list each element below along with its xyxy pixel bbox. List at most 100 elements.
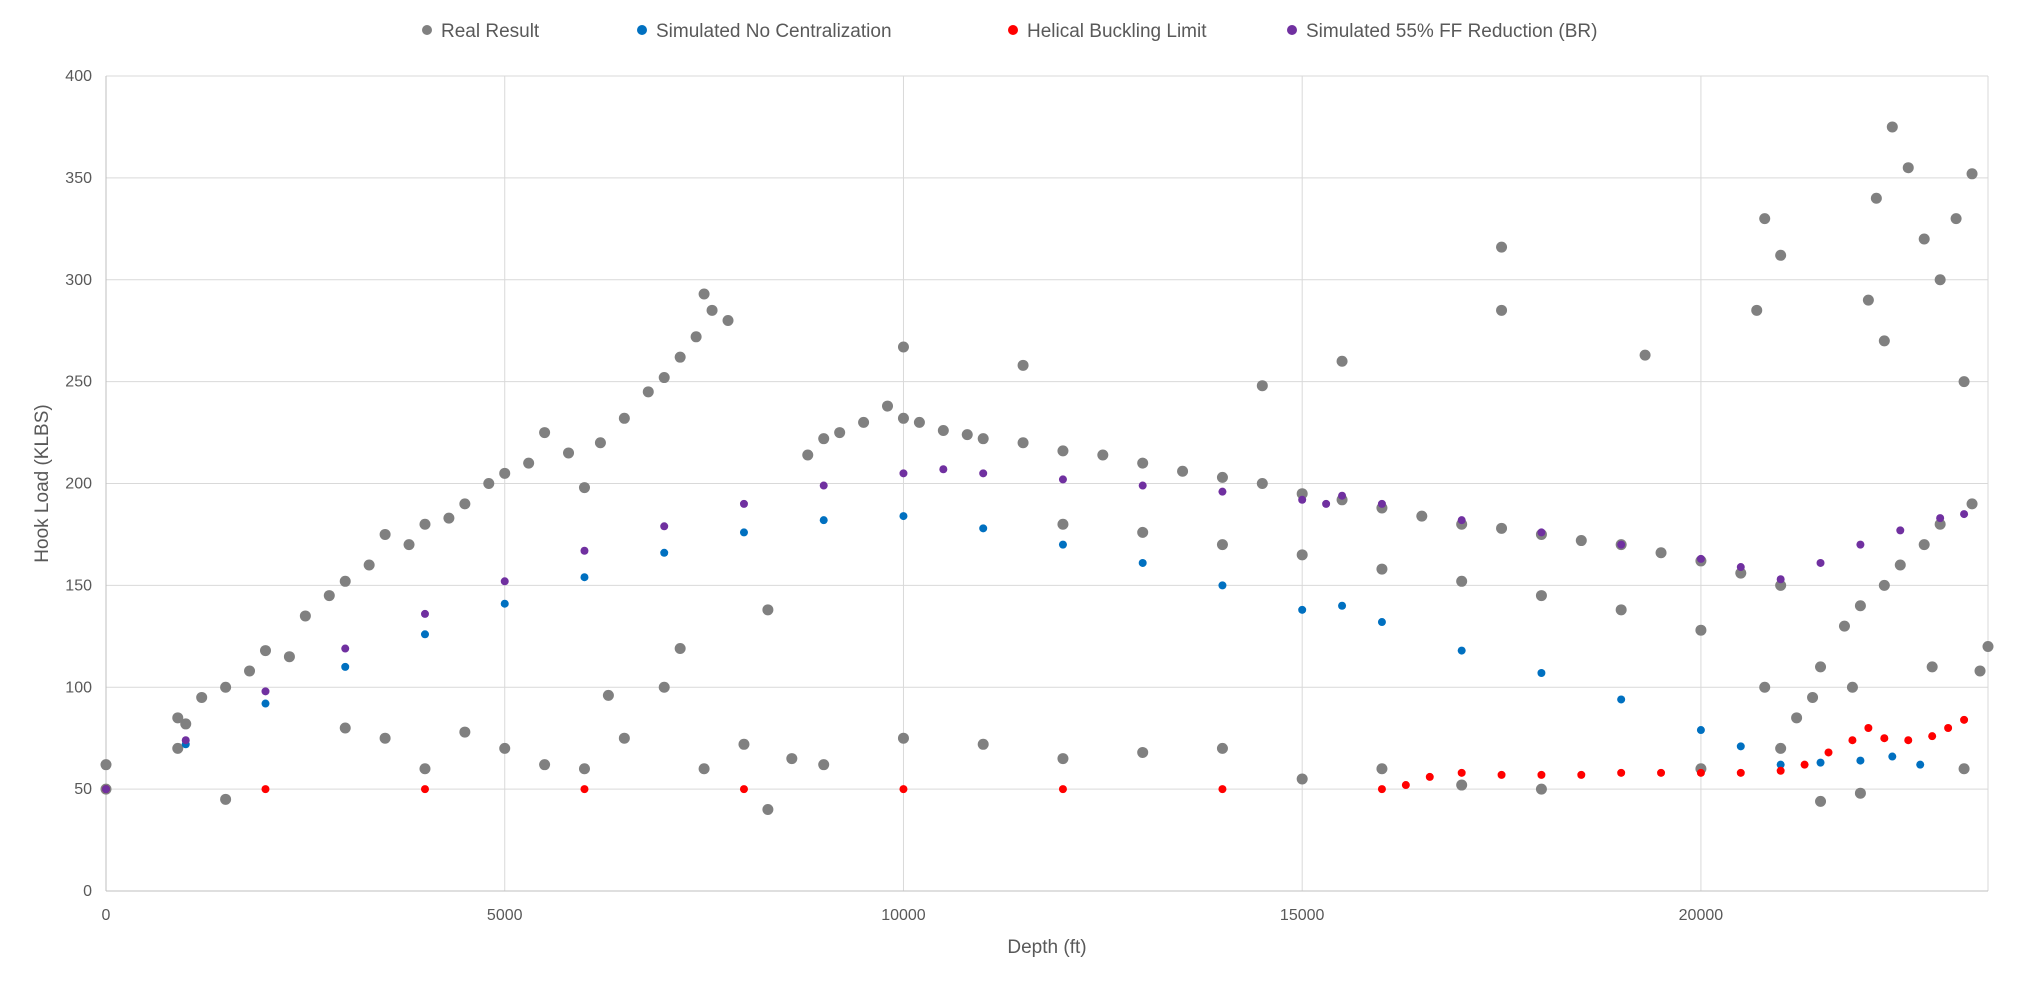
data-point <box>1256 478 1268 489</box>
x-tick-label: 20000 <box>1679 907 1724 924</box>
data-point <box>1846 681 1858 693</box>
data-point <box>499 467 511 479</box>
data-point <box>1298 495 1307 504</box>
data-point <box>1856 756 1865 765</box>
data-point <box>1864 724 1873 732</box>
data-point <box>1958 376 1970 388</box>
data-point <box>379 732 391 744</box>
data-point <box>403 539 415 551</box>
data-point <box>1575 535 1587 547</box>
data-point <box>1137 457 1149 469</box>
data-point <box>1934 518 1946 530</box>
legend-marker <box>637 25 647 35</box>
data-point <box>899 469 908 478</box>
data-point <box>1735 567 1747 579</box>
legend[interactable]: Real Result Simulated No Centralization He… <box>422 21 1597 42</box>
data-point <box>483 478 495 489</box>
data-point <box>261 699 270 708</box>
legend-item[interactable]: Simulated 55% FF Reduction (BR) <box>1287 21 1597 42</box>
legend-label: Simulated No Centralization <box>656 21 892 42</box>
data-point <box>961 429 973 441</box>
y-tick-label: 50 <box>74 781 92 798</box>
data-point <box>1886 121 1898 133</box>
data-point <box>1966 498 1978 510</box>
data-point <box>739 785 748 794</box>
data-point <box>1058 785 1067 794</box>
data-point <box>618 412 630 424</box>
data-point <box>180 718 192 730</box>
legend-item[interactable]: Simulated No Centralization <box>637 21 892 42</box>
data-point <box>618 732 630 744</box>
data-point <box>580 546 589 555</box>
data-point <box>1928 732 1937 741</box>
data-point <box>283 651 295 663</box>
data-point <box>1496 241 1508 253</box>
data-point <box>1974 665 1986 677</box>
legend-label: Real Result <box>441 21 540 42</box>
data-point <box>172 712 184 724</box>
data-point <box>1639 349 1651 361</box>
data-point <box>690 331 702 343</box>
data-point <box>299 610 311 622</box>
data-point <box>1457 646 1466 655</box>
data-point <box>539 427 551 439</box>
data-point <box>1577 770 1586 779</box>
data-point <box>1497 770 1506 779</box>
data-point <box>858 416 870 428</box>
data-point <box>539 759 551 771</box>
data-point <box>1776 575 1785 584</box>
data-point <box>1936 514 1945 523</box>
data-point <box>1807 691 1819 703</box>
legend-item[interactable]: Real Result <box>422 21 540 42</box>
data-point <box>419 763 431 775</box>
data-point <box>642 386 654 398</box>
x-axis-title: Depth (ft) <box>1007 937 1086 958</box>
data-point <box>1057 518 1069 530</box>
data-point <box>738 738 750 750</box>
data-point <box>1856 540 1865 549</box>
data-point <box>1496 304 1508 316</box>
data-point <box>181 736 190 745</box>
legend-item[interactable]: Helical Buckling Limit <box>1008 21 1207 42</box>
data-point <box>443 512 455 524</box>
data-point <box>658 681 670 693</box>
data-point <box>913 416 925 428</box>
data-point <box>220 793 232 805</box>
data-point <box>1815 661 1827 673</box>
y-tick-label: 400 <box>65 68 92 85</box>
data-point <box>523 457 535 469</box>
data-point <box>977 433 989 445</box>
data-point <box>1655 547 1667 559</box>
data-point <box>1138 481 1147 490</box>
data-point <box>1416 510 1428 522</box>
data-point <box>698 288 710 300</box>
data-point <box>1296 488 1308 500</box>
data-point <box>1775 249 1787 261</box>
data-point <box>339 575 351 587</box>
data-point <box>897 341 909 353</box>
legend-label: Simulated 55% FF Reduction (BR) <box>1306 21 1597 42</box>
data-point <box>1177 465 1189 477</box>
x-tick-label: 15000 <box>1280 907 1325 924</box>
data-point <box>819 481 828 490</box>
data-point <box>1960 715 1969 724</box>
y-tick-label: 350 <box>65 170 92 187</box>
data-point <box>1736 768 1745 777</box>
data-point <box>594 437 606 449</box>
data-point <box>899 512 908 521</box>
y-tick-label: 100 <box>65 679 92 696</box>
data-point <box>786 753 798 765</box>
data-point <box>1902 162 1914 174</box>
data-point <box>818 433 830 445</box>
y-tick-label: 250 <box>65 374 92 391</box>
data-point <box>1916 760 1925 769</box>
data-point <box>261 687 270 696</box>
data-point <box>1759 213 1771 225</box>
data-point <box>899 785 908 794</box>
data-point <box>602 689 614 701</box>
data-point <box>1894 559 1906 571</box>
data-point <box>1816 558 1825 567</box>
data-point <box>1017 437 1029 449</box>
